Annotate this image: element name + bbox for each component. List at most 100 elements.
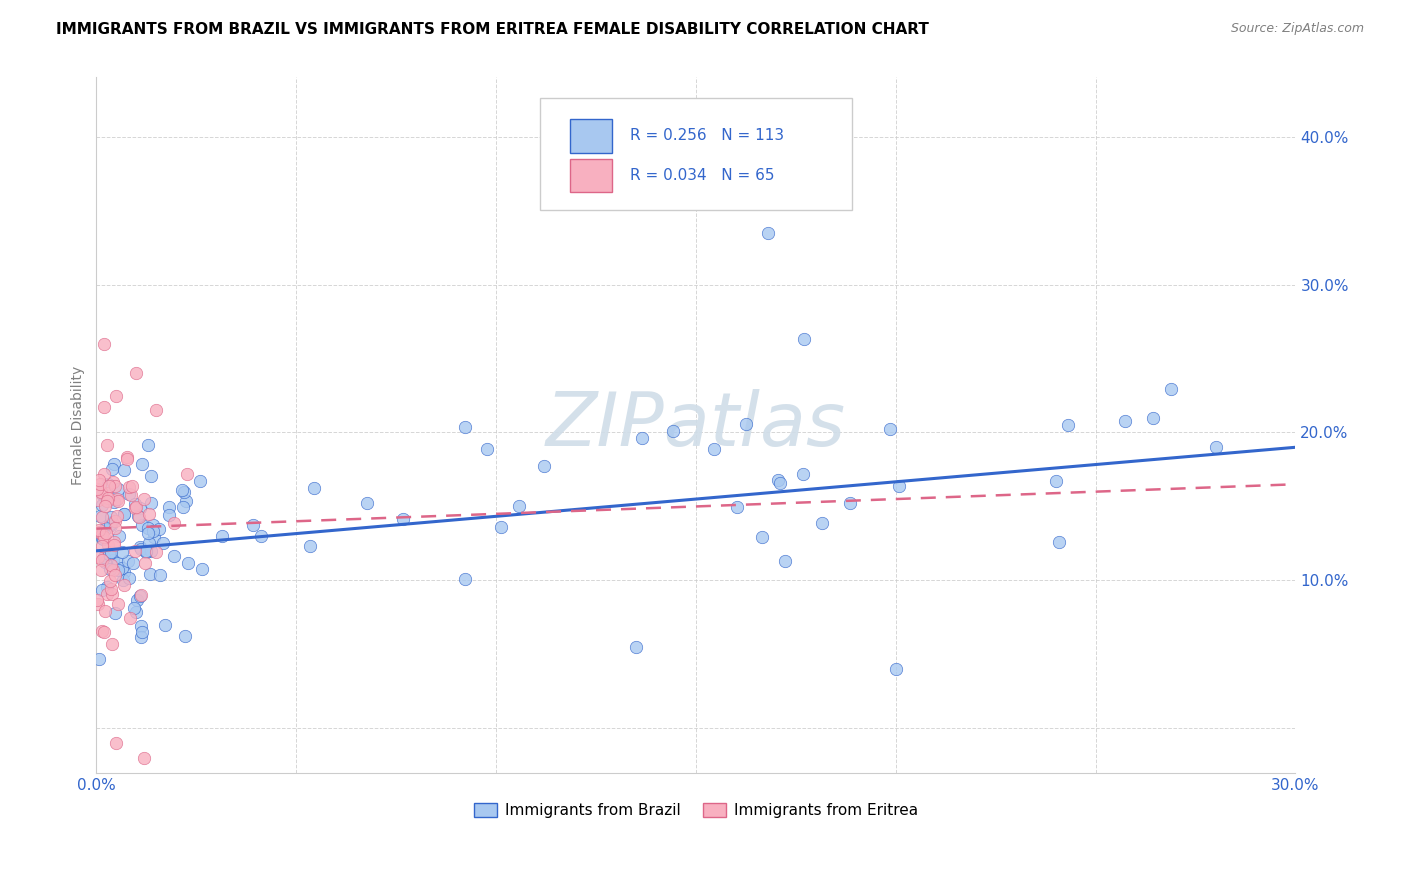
Immigrants from Brazil [391, 511, 413, 525]
Immigrants from Eritrea [125, 500, 148, 515]
Immigrants from Eritrea [124, 544, 146, 558]
Immigrants from Brazil [533, 458, 555, 473]
Immigrants from Eritrea [107, 597, 129, 611]
Immigrants from Brazil [112, 463, 135, 477]
Immigrants from Brazil [112, 565, 135, 579]
Immigrants from Brazil [174, 629, 197, 643]
Immigrants from Brazil [142, 524, 165, 538]
Immigrants from Brazil [131, 624, 153, 639]
Immigrants from Eritrea [91, 527, 114, 541]
Immigrants from Brazil [756, 226, 779, 240]
Immigrants from Brazil [1045, 474, 1067, 488]
Immigrants from Brazil [101, 515, 124, 529]
Immigrants from Eritrea [93, 625, 115, 640]
Immigrants from Brazil [129, 541, 152, 556]
Immigrants from Brazil [124, 605, 146, 619]
Immigrants from Brazil [91, 487, 114, 501]
Immigrants from Brazil [111, 573, 134, 587]
Immigrants from Brazil [1056, 418, 1078, 433]
Immigrants from Brazil [250, 529, 273, 543]
Immigrants from Eritrea [93, 467, 115, 482]
Immigrants from Eritrea [124, 501, 146, 516]
Immigrants from Eritrea [100, 558, 122, 572]
Immigrants from Brazil [98, 547, 121, 561]
Immigrants from Eritrea [105, 388, 128, 402]
Immigrants from Eritrea [134, 751, 156, 765]
Immigrants from Brazil [129, 619, 152, 633]
Immigrants from Brazil [157, 500, 180, 514]
Text: IMMIGRANTS FROM BRAZIL VS IMMIGRANTS FROM ERITREA FEMALE DISABILITY CORRELATION : IMMIGRANTS FROM BRAZIL VS IMMIGRANTS FRO… [56, 22, 929, 37]
Immigrants from Eritrea [91, 510, 114, 524]
Immigrants from Brazil [107, 563, 129, 577]
Immigrants from Brazil [136, 521, 159, 535]
Immigrants from Eritrea [101, 637, 124, 651]
Immigrants from Eritrea [96, 437, 118, 451]
Immigrants from Eritrea [93, 336, 115, 351]
Immigrants from Brazil [103, 495, 125, 509]
Immigrants from Brazil [624, 640, 647, 654]
Immigrants from Eritrea [134, 556, 156, 570]
Immigrants from Brazil [163, 549, 186, 564]
Immigrants from Brazil [118, 487, 141, 501]
Text: R = 0.034   N = 65: R = 0.034 N = 65 [630, 168, 775, 183]
Immigrants from Brazil [174, 493, 197, 508]
Immigrants from Brazil [90, 498, 112, 512]
Immigrants from Brazil [111, 561, 134, 575]
Immigrants from Brazil [477, 442, 499, 456]
Immigrants from Eritrea [90, 563, 112, 577]
Immigrants from Brazil [735, 417, 758, 432]
Immigrants from Brazil [100, 509, 122, 524]
Immigrants from Brazil [96, 581, 118, 595]
Immigrants from Brazil [129, 501, 152, 516]
Immigrants from Brazil [173, 484, 195, 499]
Immigrants from Eritrea [96, 587, 118, 601]
Immigrants from Eritrea [96, 485, 118, 500]
Immigrants from Brazil [188, 475, 211, 489]
Immigrants from Brazil [124, 497, 146, 511]
Immigrants from Brazil [111, 545, 134, 559]
Immigrants from Brazil [112, 507, 135, 521]
Immigrants from Eritrea [94, 499, 117, 513]
Immigrants from Brazil [100, 545, 122, 559]
Immigrants from Brazil [242, 517, 264, 532]
Immigrants from Eritrea [104, 514, 127, 528]
FancyBboxPatch shape [569, 159, 612, 192]
Immigrants from Brazil [157, 508, 180, 522]
Immigrants from Brazil [839, 496, 862, 510]
Immigrants from Eritrea [134, 492, 156, 507]
Text: Source: ZipAtlas.com: Source: ZipAtlas.com [1230, 22, 1364, 36]
Immigrants from Brazil [725, 500, 748, 515]
Immigrants from Brazil [139, 566, 162, 581]
Immigrants from Brazil [662, 424, 685, 438]
Immigrants from Brazil [100, 517, 122, 532]
Immigrants from Brazil [138, 536, 160, 550]
Immigrants from Brazil [299, 539, 322, 553]
Immigrants from Brazil [1205, 440, 1227, 454]
Immigrants from Eritrea [112, 578, 135, 592]
Immigrants from Brazil [177, 556, 200, 570]
Immigrants from Brazil [792, 467, 814, 482]
Immigrants from Brazil [103, 553, 125, 567]
Immigrants from Brazil [90, 583, 112, 598]
Immigrants from Brazil [117, 554, 139, 568]
Immigrants from Brazil [131, 630, 153, 644]
Immigrants from Brazil [135, 545, 157, 559]
Immigrants from Brazil [89, 652, 111, 666]
Immigrants from Eritrea [107, 494, 129, 508]
Immigrants from Brazil [104, 607, 127, 621]
Immigrants from Brazil [1160, 382, 1182, 396]
Immigrants from Eritrea [138, 507, 160, 521]
Immigrants from Brazil [773, 554, 796, 568]
Immigrants from Eritrea [87, 597, 110, 611]
Immigrants from Brazil [91, 531, 114, 545]
Immigrants from Brazil [302, 482, 325, 496]
Immigrants from Eritrea [94, 605, 117, 619]
Immigrants from Brazil [127, 509, 149, 524]
Immigrants from Eritrea [86, 593, 108, 607]
Immigrants from Brazil [112, 507, 135, 521]
Immigrants from Eritrea [87, 525, 110, 540]
Immigrants from Brazil [769, 475, 792, 490]
Immigrants from Eritrea [118, 480, 141, 494]
Immigrants from Brazil [142, 518, 165, 533]
Immigrants from Eritrea [90, 553, 112, 567]
